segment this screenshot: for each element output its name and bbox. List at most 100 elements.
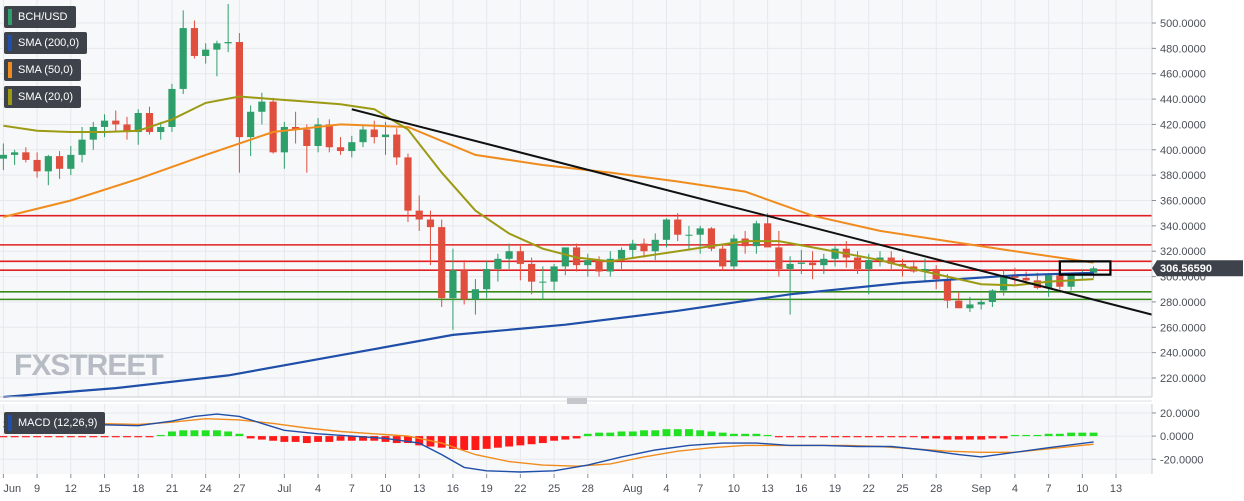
macd-histogram-bar xyxy=(1033,434,1042,437)
time-tick-label: 7 xyxy=(697,483,703,495)
macd-histogram-bar xyxy=(595,432,603,437)
macd-histogram-bar xyxy=(819,436,828,438)
macd-histogram-bar xyxy=(0,436,8,438)
price-tick-label: 320.0000 xyxy=(1160,246,1206,258)
time-tick-label: 13 xyxy=(1110,483,1122,495)
legend-label: SMA (200,0) xyxy=(18,37,80,49)
legend-item-sma50[interactable]: SMA (50,0) xyxy=(4,59,82,81)
time-tick-label: 4 xyxy=(315,483,321,495)
candle-body xyxy=(134,113,142,133)
macd-histogram-bar xyxy=(482,436,491,449)
macd-tick-label: -20.0000 xyxy=(1160,454,1203,466)
candle-body xyxy=(393,134,401,158)
candle-body xyxy=(921,268,929,272)
macd-histogram-bar xyxy=(538,436,547,444)
macd-histogram-bar xyxy=(673,429,682,437)
candle-body xyxy=(831,248,839,259)
price-tick-label: 380.0000 xyxy=(1160,170,1206,182)
candle-body xyxy=(876,257,884,261)
price-tick-label: 280.0000 xyxy=(1160,297,1206,309)
candle-body xyxy=(348,142,356,152)
legend-item-bchusd[interactable]: BCH/USD xyxy=(4,6,76,28)
candle-body xyxy=(629,243,637,250)
macd-histogram-bar xyxy=(606,432,615,437)
macd-histogram-bar xyxy=(246,436,255,439)
legend-swatch xyxy=(8,9,12,25)
macd-histogram-bar xyxy=(909,436,918,438)
candle-body xyxy=(370,129,378,138)
candle-body xyxy=(168,88,176,127)
candle-body xyxy=(853,257,862,269)
price-tick-label: 480.0000 xyxy=(1160,43,1206,55)
macd-histogram-bar xyxy=(212,430,221,437)
macd-histogram-bar xyxy=(314,436,322,442)
candle-body xyxy=(1011,275,1019,278)
macd-histogram-bar xyxy=(325,436,334,442)
macd-histogram-bar xyxy=(505,436,514,447)
macd-histogram-bar xyxy=(55,436,64,438)
macd-tick-label: 20.0000 xyxy=(1160,408,1200,420)
candle-body xyxy=(808,262,817,266)
macd-histogram-bar xyxy=(370,436,379,441)
macd-histogram-bar xyxy=(111,436,120,438)
candle-body xyxy=(336,147,345,152)
candle-body xyxy=(269,101,277,153)
time-tick-label: Jul xyxy=(277,483,291,495)
macd-histogram-bar xyxy=(1067,432,1076,437)
macd-histogram-bar xyxy=(853,436,862,438)
candle-body xyxy=(235,42,243,138)
legend-item-macd[interactable]: MACD (12,26,9) xyxy=(4,412,106,434)
sma-200-line xyxy=(3,271,1094,399)
candle-body xyxy=(595,260,603,272)
macd-histogram-bar xyxy=(123,436,131,438)
price-tick-label: 400.0000 xyxy=(1160,145,1206,157)
candle-body xyxy=(112,120,120,125)
macd-histogram-bar xyxy=(437,436,446,448)
macd-histogram-bar xyxy=(460,436,469,450)
candle-body xyxy=(584,260,592,266)
macd-histogram-bar xyxy=(100,436,109,438)
candle-body xyxy=(303,129,311,146)
candle-body xyxy=(865,260,873,269)
candle-body xyxy=(505,251,513,259)
macd-histogram-bar xyxy=(741,433,750,437)
macd-histogram-bar xyxy=(224,431,233,437)
price-tick-label: 340.0000 xyxy=(1160,221,1206,233)
price-tick-label: 500.0000 xyxy=(1160,18,1206,30)
candle-body xyxy=(606,258,614,272)
main-plot-background xyxy=(0,0,1152,397)
candle-body xyxy=(572,247,581,266)
legend-item-sma200[interactable]: SMA (200,0) xyxy=(4,32,88,54)
candle-body xyxy=(460,270,468,300)
candle-body xyxy=(247,111,255,138)
macd-histogram-bar xyxy=(628,431,637,437)
candle-body xyxy=(438,227,446,299)
candle-body xyxy=(258,101,266,112)
macd-histogram-bar xyxy=(651,430,660,437)
legend-item-sma20[interactable]: SMA (20,0) xyxy=(4,86,82,108)
candle-body xyxy=(449,270,457,299)
candle-body xyxy=(528,263,536,282)
candle-body xyxy=(730,238,738,267)
candle-body xyxy=(539,281,547,283)
time-tick-label: 15 xyxy=(98,483,110,495)
time-tick-label: 21 xyxy=(166,483,178,495)
macd-histogram-bar xyxy=(21,436,30,438)
candles xyxy=(0,4,1098,330)
legend-label: BCH/USD xyxy=(18,11,68,23)
candle-body xyxy=(719,248,727,267)
time-tick-label: 28 xyxy=(582,483,594,495)
candle-body xyxy=(820,258,828,266)
macd-histogram-bar xyxy=(190,430,199,437)
macd-histogram-bar xyxy=(134,436,143,438)
macd-histogram-bar xyxy=(415,436,424,446)
macd-histogram-bar xyxy=(33,436,42,438)
macd-histogram-bar xyxy=(280,436,289,442)
macd-tick-label: 0.0000 xyxy=(1160,431,1194,443)
macd-histogram-bar xyxy=(561,436,570,440)
macd-histogram-bar xyxy=(493,436,502,448)
sma-20-line xyxy=(3,95,1094,287)
candle-body xyxy=(11,152,19,155)
macd-histogram-bar xyxy=(808,436,817,438)
